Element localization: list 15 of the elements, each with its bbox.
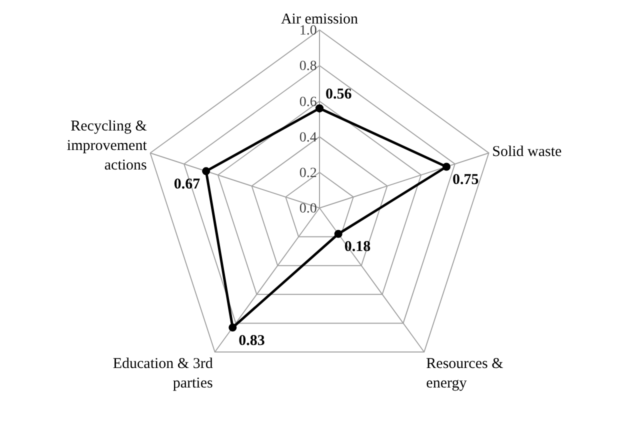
spoke-label: Recycling & improvement actions <box>66 118 148 174</box>
y-tick-label: 1.0 <box>299 24 317 39</box>
y-tick-label: 0.2 <box>299 166 317 181</box>
data-label: 0.83 <box>238 332 265 349</box>
spoke-label: Education & 3rd parties <box>112 356 214 392</box>
data-label: 0.75 <box>452 172 479 188</box>
y-tick-label: 0.8 <box>299 59 317 74</box>
data-label: 0.18 <box>344 239 371 256</box>
y-tick-label: 0.6 <box>299 94 317 110</box>
y-tick-label: 0.4 <box>299 130 317 146</box>
data-label: 0.56 <box>326 86 352 103</box>
spoke-label: Solid waste <box>492 144 562 160</box>
data-label: 0.67 <box>174 176 201 192</box>
spoke-label: Resources & energy <box>426 356 504 392</box>
y-tick-label: 0.0 <box>299 202 317 217</box>
